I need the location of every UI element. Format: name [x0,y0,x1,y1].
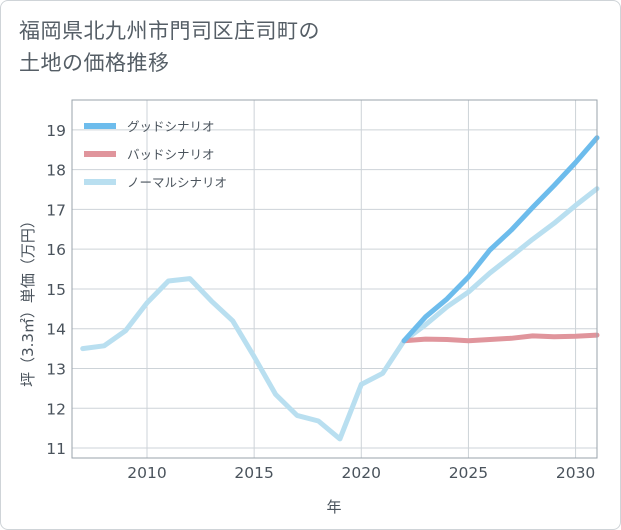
x-tick-label: 2030 [556,464,595,482]
series-line-0 [401,135,600,344]
y-tick-label: 14 [46,321,66,339]
legend-label: バッドシナリオ [127,147,215,162]
series-line-1 [401,332,600,344]
chart-title: 福岡県北九州市門司区庄司町の 土地の価格推移 [19,15,439,79]
plot-area-background [72,100,597,458]
y-tick-label: 11 [46,440,66,458]
y-axis-ticks: 11 12 13 14 15 16 17 18 19 [46,122,66,458]
y-tick-label: 17 [46,201,66,219]
x-axis-ticks: 2010 2015 2020 2025 2030 [127,464,595,482]
chart-title-line-2: 土地の価格推移 [19,51,170,75]
series-lines [80,135,600,442]
legend-label: ノーマルシナリオ [127,175,227,190]
chart-title-line-1: 福岡県北九州市門司区庄司町の [19,19,320,43]
y-tick-label: 15 [46,281,66,299]
series-line-2 [80,186,600,442]
x-tick-label: 2025 [449,464,488,482]
plot-area-frame [71,99,598,459]
y-axis-label: 坪（3.3㎡）単価（万円） [19,213,37,387]
x-tick-label: 2010 [127,464,166,482]
legend-label: グッドシナリオ [127,119,215,134]
y-tick-label: 16 [46,241,66,259]
y-tick-label: 18 [46,162,66,180]
y-tick-label: 13 [46,361,66,379]
x-tick-label: 2020 [342,464,381,482]
y-tick-label: 19 [46,122,66,140]
x-tick-label: 2015 [234,464,273,482]
y-tick-label: 12 [46,400,66,418]
x-axis-label: 年 [326,498,341,516]
